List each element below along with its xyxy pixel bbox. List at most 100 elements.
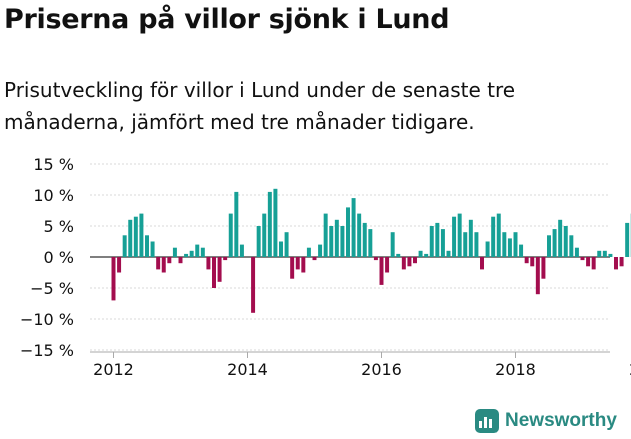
bar <box>418 250 423 257</box>
bar <box>463 232 468 257</box>
bar <box>223 257 228 261</box>
bar <box>541 257 546 279</box>
bar <box>189 250 194 257</box>
bar <box>574 247 579 257</box>
y-tick-label: 5 % <box>44 217 74 236</box>
bar <box>195 244 200 257</box>
x-tick-label: 2016 <box>361 360 402 379</box>
bar <box>267 191 272 257</box>
bar <box>558 219 563 257</box>
bar <box>569 235 574 257</box>
bar <box>329 226 334 257</box>
y-tick-label: 15 % <box>33 155 74 174</box>
bar <box>580 257 585 261</box>
bar <box>452 216 457 257</box>
bar <box>251 257 256 313</box>
bar <box>563 226 568 257</box>
bar <box>178 257 183 264</box>
bar <box>547 235 551 257</box>
chart-subtitle: Prisutveckling för villor i Lund under d… <box>4 78 516 134</box>
bar <box>122 235 127 257</box>
y-tick-label: 10 % <box>33 186 74 205</box>
bar <box>212 257 216 288</box>
bar <box>435 222 440 257</box>
bar <box>301 257 306 273</box>
bar <box>334 219 339 257</box>
bar <box>368 229 373 257</box>
bar <box>373 257 378 261</box>
bar <box>496 213 501 257</box>
bar <box>239 244 244 257</box>
bar <box>396 253 401 257</box>
bar <box>128 219 133 257</box>
bar <box>111 257 116 301</box>
bar <box>507 238 512 257</box>
bar <box>161 257 166 273</box>
bar <box>480 257 484 270</box>
bar <box>552 229 557 257</box>
bar <box>295 257 300 270</box>
bar <box>424 253 429 257</box>
x-tick-label: 2018 <box>495 360 536 379</box>
bar <box>602 250 607 257</box>
bar <box>256 226 261 257</box>
bar <box>502 232 507 257</box>
brand-name: Newsworthy <box>505 410 617 431</box>
bar <box>401 257 406 270</box>
bar <box>139 213 144 257</box>
bar <box>167 257 172 264</box>
bar <box>290 257 295 279</box>
bar <box>625 222 630 257</box>
bar <box>156 257 161 270</box>
bar <box>614 257 618 270</box>
bar <box>513 232 518 257</box>
bar <box>228 213 233 257</box>
bar <box>279 241 283 257</box>
bar <box>357 213 362 257</box>
bar <box>318 244 323 257</box>
bar <box>446 250 451 257</box>
chart-title: Priserna på villor sjönk i Lund <box>4 4 450 35</box>
bar <box>429 226 434 257</box>
bar <box>535 257 540 295</box>
y-tick-label: −10 % <box>20 310 74 329</box>
y-tick-label: 0 % <box>44 248 74 267</box>
bar <box>346 207 350 257</box>
bar <box>440 229 445 257</box>
bar <box>379 257 384 285</box>
bar <box>172 247 177 257</box>
bar <box>306 247 311 257</box>
bar <box>608 253 613 257</box>
x-tick-label: 2014 <box>227 360 268 379</box>
bar <box>351 198 356 257</box>
bar-chart: 15 % 10 % 5 % 0 % −5 % −10 % −15 % 2012 2014 201… <box>20 155 631 379</box>
bar <box>150 241 155 257</box>
bar <box>491 216 496 257</box>
bar <box>407 257 412 267</box>
bar <box>117 257 122 273</box>
bar <box>474 232 479 257</box>
newsworthy-logo-icon <box>475 409 499 433</box>
bar <box>586 257 591 267</box>
bar <box>323 213 328 257</box>
bar <box>390 232 395 257</box>
bar <box>145 235 149 257</box>
bar <box>273 188 278 257</box>
y-tick-label: −15 % <box>20 341 74 360</box>
bar <box>206 257 211 270</box>
bar <box>619 257 624 267</box>
bar <box>457 213 462 257</box>
bar <box>591 257 596 270</box>
y-tick-label: −5 % <box>30 279 74 298</box>
bar <box>200 247 205 257</box>
bar <box>340 226 345 257</box>
bar <box>519 244 524 257</box>
bar <box>597 250 602 257</box>
bar <box>133 216 138 257</box>
newsworthy-logo: Newsworthy <box>475 409 617 433</box>
bar <box>284 232 289 257</box>
x-tick-label: 2020 <box>629 360 631 379</box>
bar <box>262 213 267 257</box>
bar <box>362 222 367 257</box>
bar <box>468 219 473 257</box>
